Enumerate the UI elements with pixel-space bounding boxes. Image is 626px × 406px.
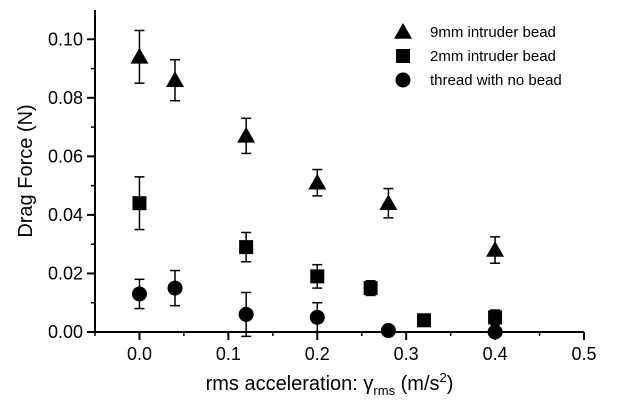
data-marks — [130, 47, 505, 340]
data-point-circle — [238, 306, 254, 322]
data-point-triangle — [308, 173, 327, 190]
data-point-circle — [380, 323, 396, 339]
y-tick-label: 0.02 — [48, 263, 83, 283]
data-point-triangle — [379, 194, 398, 210]
x-axis-label-main: rms acceleration: γ — [206, 373, 374, 395]
data-point-triangle — [237, 126, 256, 143]
data-point-circle — [167, 280, 183, 296]
data-point-triangle — [486, 241, 505, 257]
x-tick-label: 0.4 — [483, 344, 508, 364]
legend-marker-square — [396, 49, 410, 63]
data-point-square — [239, 240, 254, 255]
data-point-triangle — [166, 71, 185, 88]
x-tick-label: 0.1 — [216, 344, 241, 364]
x-tick-label: 0.5 — [571, 344, 596, 364]
x-axis-label-unit-close: ) — [447, 373, 454, 395]
y-tick-label: 0.06 — [48, 146, 83, 166]
legend-marker-triangle — [394, 23, 412, 39]
data-point-triangle — [130, 47, 149, 64]
data-point-square — [488, 310, 503, 325]
data-point-square — [416, 313, 431, 328]
legend-label: 9mm intruder bead — [430, 24, 556, 41]
y-tick-label: 0.04 — [48, 205, 83, 225]
data-point-square — [363, 281, 378, 296]
data-point-square — [132, 196, 147, 211]
ticks: 0.0 0.1 0.2 0.3 0.4 0.5 0.00 0.02 0.04 0.06 0.08 0.… — [48, 29, 597, 364]
x-axis-label-unit: (m/s — [395, 373, 439, 395]
data-point-circle — [487, 324, 503, 340]
x-tick-label: 0.0 — [127, 344, 152, 364]
x-axis-label: rms acceleration: γrms (m/s2) — [206, 370, 454, 398]
legend-label: thread with no bead — [430, 72, 562, 89]
x-tick-label: 0.2 — [305, 344, 330, 364]
y-tick-label: 0.00 — [48, 322, 83, 342]
data-point-circle — [309, 309, 325, 325]
data-point-circle — [131, 286, 147, 302]
x-tick-label: 0.3 — [394, 344, 419, 364]
legend-marker-circle — [395, 72, 411, 88]
legend: 9mm intruder bead 2mm intruder bead thread… — [394, 23, 562, 89]
legend-label: 2mm intruder bead — [430, 48, 556, 65]
x-axis-label-subscript: rms — [373, 383, 395, 398]
data-point-square — [310, 269, 325, 284]
y-tick-label: 0.10 — [48, 29, 83, 49]
x-axis-label-superscript: 2 — [440, 370, 447, 385]
y-axis-label: Drag Force (N) — [15, 104, 37, 237]
y-tick-label: 0.08 — [48, 88, 83, 108]
